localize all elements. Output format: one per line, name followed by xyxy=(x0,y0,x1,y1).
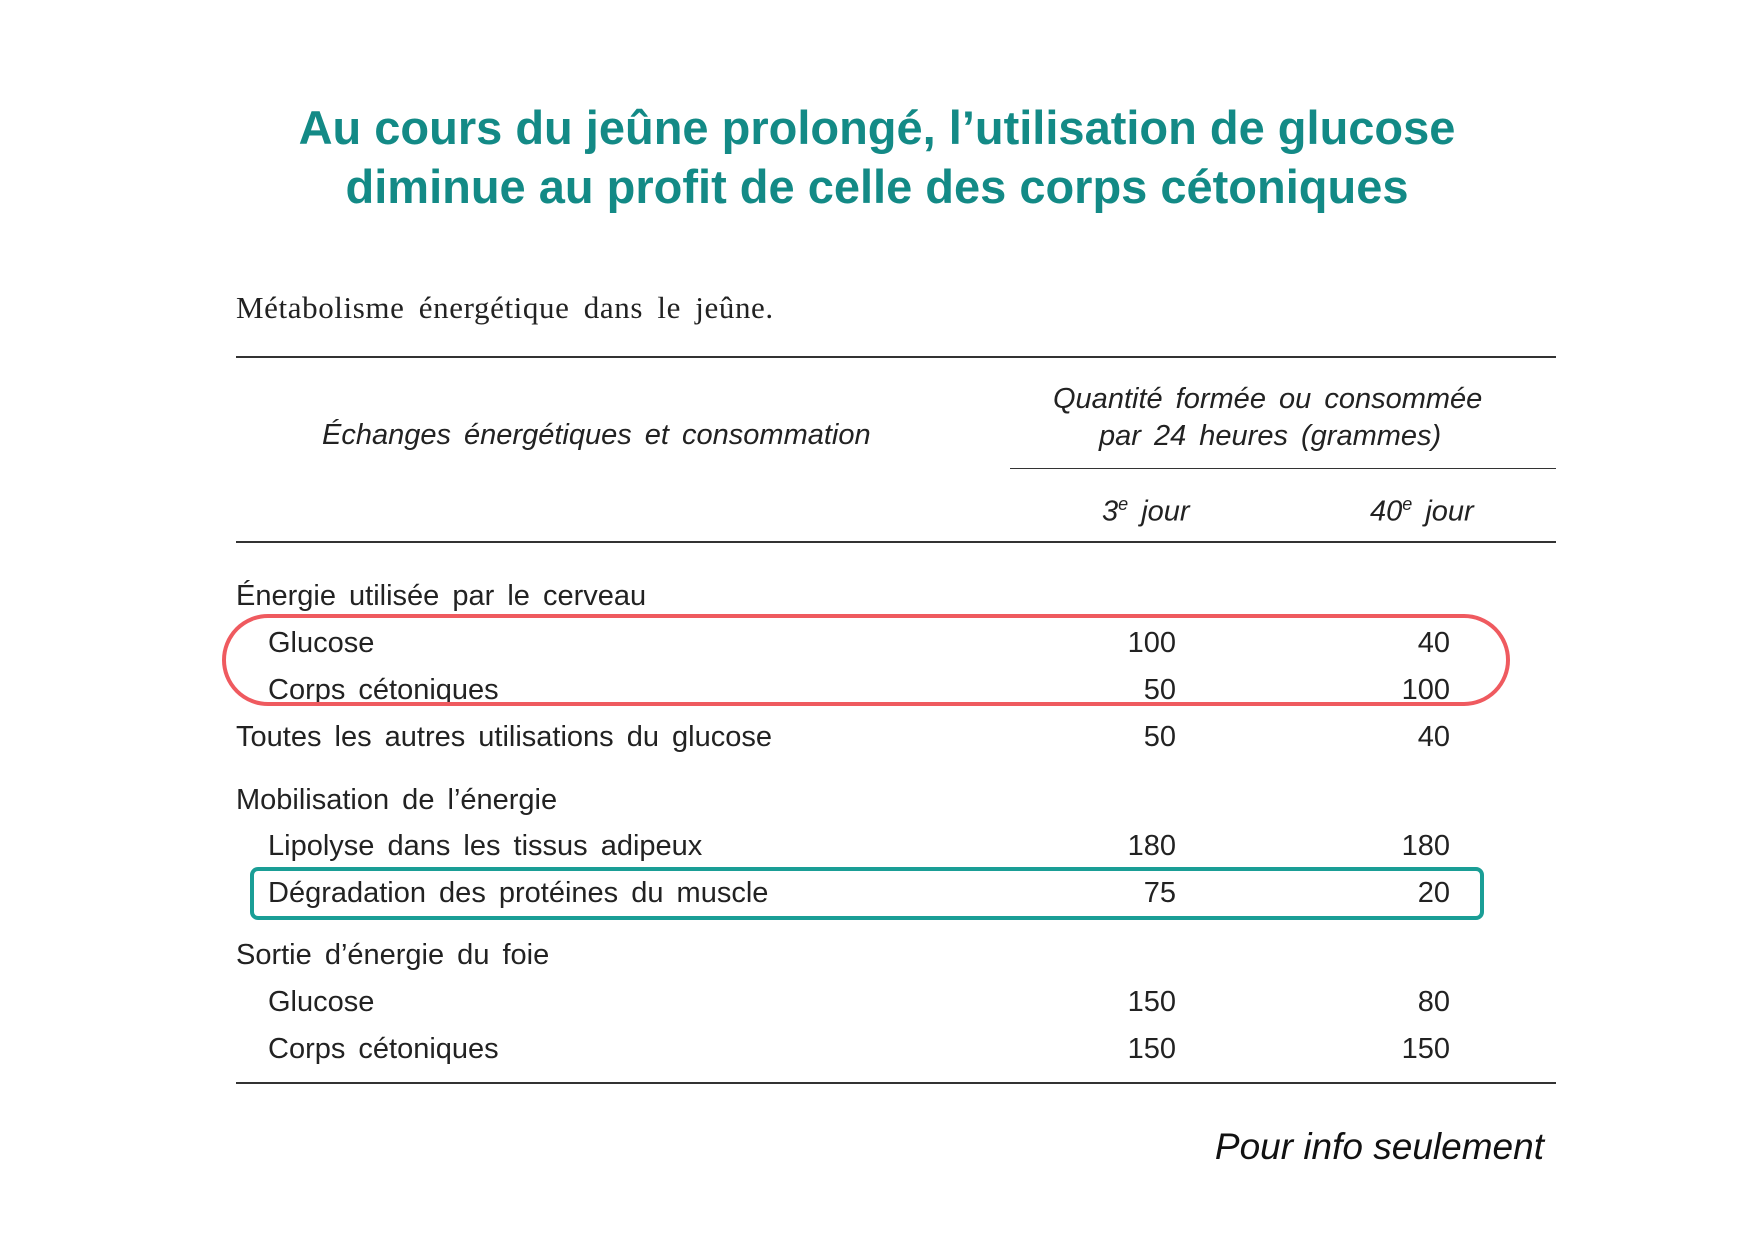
table-row-brain-ketones: Corps cétoniques 50 100 xyxy=(0,674,1754,714)
day-3-number: 3 xyxy=(1102,495,1119,528)
value-day-3: 150 xyxy=(1127,986,1176,1018)
value-day-40: 40 xyxy=(1417,721,1450,753)
table-row-lipolysis: Lipolyse dans les tissus adipeux 180 180 xyxy=(0,830,1754,870)
table-caption: Métabolisme énergétique dans le jeûne. xyxy=(236,290,774,325)
value-day-40: 80 xyxy=(1417,986,1450,1018)
value-day-3: 150 xyxy=(1127,1033,1176,1065)
table-bottom-rule xyxy=(236,1082,1556,1084)
row-label: Sortie d’énergie du foie xyxy=(236,939,550,971)
table-row-liver-output: Sortie d’énergie du foie xyxy=(0,939,1754,979)
row-label: Dégradation des protéines du muscle xyxy=(268,877,769,909)
table-top-rule xyxy=(236,356,1556,358)
row-label: Mobilisation de l’énergie xyxy=(236,784,558,816)
value-day-3: 50 xyxy=(1143,674,1176,706)
value-day-3: 100 xyxy=(1127,627,1176,659)
value-day-40: 40 xyxy=(1417,627,1450,659)
day-40-superscript: e xyxy=(1402,494,1413,514)
table-row-energy-mobilisation: Mobilisation de l’énergie xyxy=(0,784,1754,824)
row-label: Glucose xyxy=(268,627,375,659)
quantity-header-rule xyxy=(1010,468,1556,469)
muscle-protein-highlight xyxy=(250,867,1484,920)
table-row-muscle-protein: Dégradation des protéines du muscle 75 2… xyxy=(0,877,1754,917)
row-label: Toutes les autres utilisations du glucos… xyxy=(236,721,773,753)
row-label: Énergie utilisée par le cerveau xyxy=(236,580,647,612)
table-row-other-glucose: Toutes les autres utilisations du glucos… xyxy=(0,721,1754,761)
footnote: Pour info seulement xyxy=(1214,1126,1544,1167)
day-3-word: jour xyxy=(1141,495,1190,528)
column-header-exchanges: Échanges énergétiques et consommation xyxy=(322,419,871,451)
row-label: Corps cétoniques xyxy=(268,1033,499,1065)
value-day-40: 180 xyxy=(1401,830,1450,862)
row-label: Glucose xyxy=(268,986,375,1018)
value-day-3: 75 xyxy=(1143,877,1176,909)
value-day-40: 100 xyxy=(1401,674,1450,706)
value-day-40: 20 xyxy=(1417,877,1450,909)
slide-title-line-2: diminue au profit de celle des corps cét… xyxy=(345,160,1409,213)
row-label: Corps cétoniques xyxy=(268,674,499,706)
column-header-day-40: 40e jour xyxy=(1370,494,1474,529)
slide-title-line-1: Au cours du jeûne prolongé, l’utilisatio… xyxy=(298,101,1456,154)
column-header-quantity-line-1: Quantité formée ou consommée xyxy=(1053,383,1483,415)
row-label: Lipolyse dans les tissus adipeux xyxy=(268,830,703,862)
day-40-word: jour xyxy=(1425,495,1474,528)
brain-energy-highlight xyxy=(222,614,1510,706)
table-header-rule xyxy=(236,541,1556,543)
value-day-3: 180 xyxy=(1127,830,1176,862)
value-day-3: 50 xyxy=(1143,721,1176,753)
table-row-brain-glucose: Glucose 100 40 xyxy=(0,627,1754,667)
slide-title: Au cours du jeûne prolongé, l’utilisatio… xyxy=(0,98,1754,216)
table-row-liver-ketones: Corps cétoniques 150 150 xyxy=(0,1033,1754,1073)
column-header-quantity-line-2: par 24 heures (grammes) xyxy=(1099,420,1442,452)
table-row-brain-energy: Énergie utilisée par le cerveau xyxy=(0,580,1754,620)
value-day-40: 150 xyxy=(1401,1033,1450,1065)
day-3-superscript: e xyxy=(1118,494,1129,514)
day-40-number: 40 xyxy=(1370,495,1403,528)
table-row-liver-glucose: Glucose 150 80 xyxy=(0,986,1754,1026)
column-header-day-3: 3e jour xyxy=(1102,494,1190,529)
